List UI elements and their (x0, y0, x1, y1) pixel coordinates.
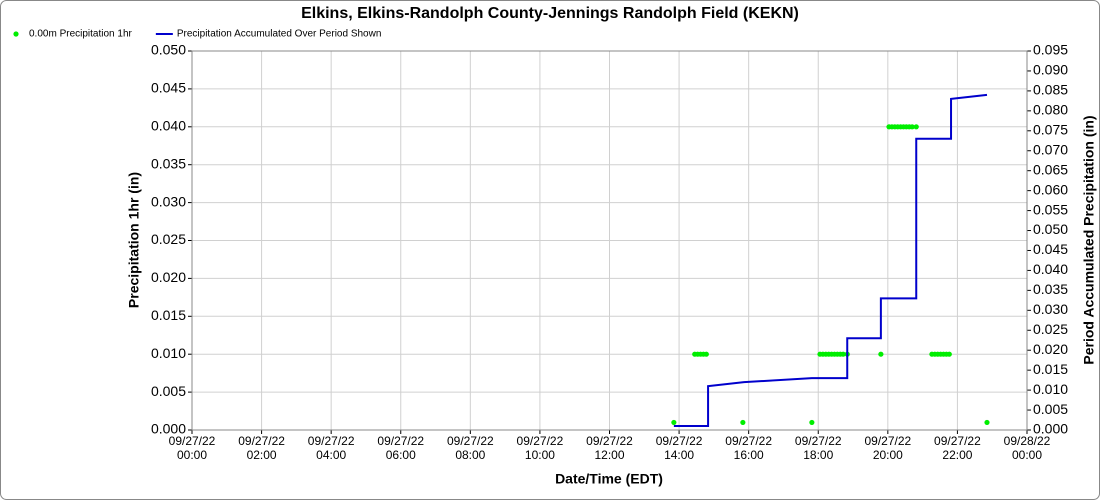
line (673, 93, 988, 428)
y-tick-label: 0.045 (151, 80, 186, 96)
y2-tick-label: 0.045 (1033, 241, 1068, 257)
x-tick-label: 09/27/22 18:00 (795, 434, 842, 462)
y2-axis-title: Period Accumulated Precipitation (in) (1081, 115, 1097, 364)
x-tick-label: 09/27/22 10:00 (517, 434, 564, 462)
x-tick-label: 09/27/22 02:00 (238, 434, 285, 462)
x-tick-label: 09/27/22 14:00 (656, 434, 703, 462)
legend-label: 0.00m Precipitation 1hr (29, 29, 133, 40)
y-tick-label: 0.040 (151, 118, 186, 134)
x-tick-label: 09/27/22 20:00 (864, 434, 911, 462)
y2-tick-label: 0.075 (1033, 121, 1068, 137)
y2-tick-label: 0.010 (1033, 381, 1068, 397)
y-tick-label: 0.020 (151, 269, 186, 285)
y2-tick-label: 0.080 (1033, 102, 1068, 118)
x-tick-label: 09/27/22 12:00 (586, 434, 633, 462)
x-tick-label: 09/27/22 04:00 (308, 434, 355, 462)
y2-tick-label: 0.050 (1033, 221, 1068, 237)
point (671, 419, 677, 426)
y2-tick-label: 0.070 (1033, 141, 1068, 157)
y2-tick-label: 0.055 (1033, 201, 1068, 217)
point (913, 124, 919, 130)
y2-tick-label: 0.005 (1033, 401, 1068, 417)
y2-tick-label: 0.090 (1033, 62, 1068, 78)
chart-title: Elkins, Elkins-Randolph County-Jennings … (301, 5, 799, 22)
point (909, 124, 915, 130)
y-tick-label: 0.030 (151, 193, 186, 209)
legend-marker (13, 31, 19, 37)
point (946, 351, 952, 357)
x-tick-label: 09/27/22 06:00 (377, 434, 424, 462)
y-tick-label: 0.005 (151, 383, 186, 399)
point (878, 351, 884, 357)
point (740, 419, 746, 426)
point (703, 351, 709, 357)
plot-border (191, 50, 1028, 431)
y2-tick-label: 0.025 (1033, 321, 1068, 337)
y2-tick-label: 0.000 (1033, 421, 1068, 437)
y2-tick-label: 0.030 (1033, 301, 1068, 317)
x-tick-label: 09/27/22 08:00 (447, 434, 494, 462)
y-tick-label: 0.010 (151, 345, 186, 361)
legend-label: Precipitation Accumulated Over Period Sh… (177, 29, 382, 40)
y-tick-label: 0.015 (151, 307, 186, 323)
y2-tick-label: 0.015 (1033, 361, 1068, 377)
y-tick-label: 0.000 (151, 421, 186, 437)
x-tick-label: 09/28/22 00:00 (1004, 434, 1051, 462)
x-tick-label: 09/27/22 00:00 (169, 434, 216, 462)
point (809, 419, 815, 426)
y2-tick-label: 0.085 (1033, 82, 1068, 98)
point (840, 351, 846, 357)
y2-tick-label: 0.020 (1033, 341, 1068, 357)
y2-tick-label: 0.065 (1033, 161, 1068, 177)
y-tick-label: 0.035 (151, 155, 186, 171)
y2-tick-label: 0.035 (1033, 281, 1068, 297)
point (984, 419, 990, 426)
x-axis-title: Date/Time (EDT) (555, 471, 663, 487)
y2-tick-label: 0.040 (1033, 261, 1068, 277)
y2-tick-label: 0.060 (1033, 181, 1068, 197)
y-tick-label: 0.025 (151, 231, 186, 247)
y-axis-title: Precipitation 1hr (in) (126, 172, 142, 308)
x-tick-label: 09/27/22 16:00 (725, 434, 772, 462)
y-tick-label: 0.050 (151, 42, 186, 58)
x-tick-label: 09/27/22 22:00 (934, 434, 981, 462)
y2-tick-label: 0.095 (1033, 42, 1068, 58)
